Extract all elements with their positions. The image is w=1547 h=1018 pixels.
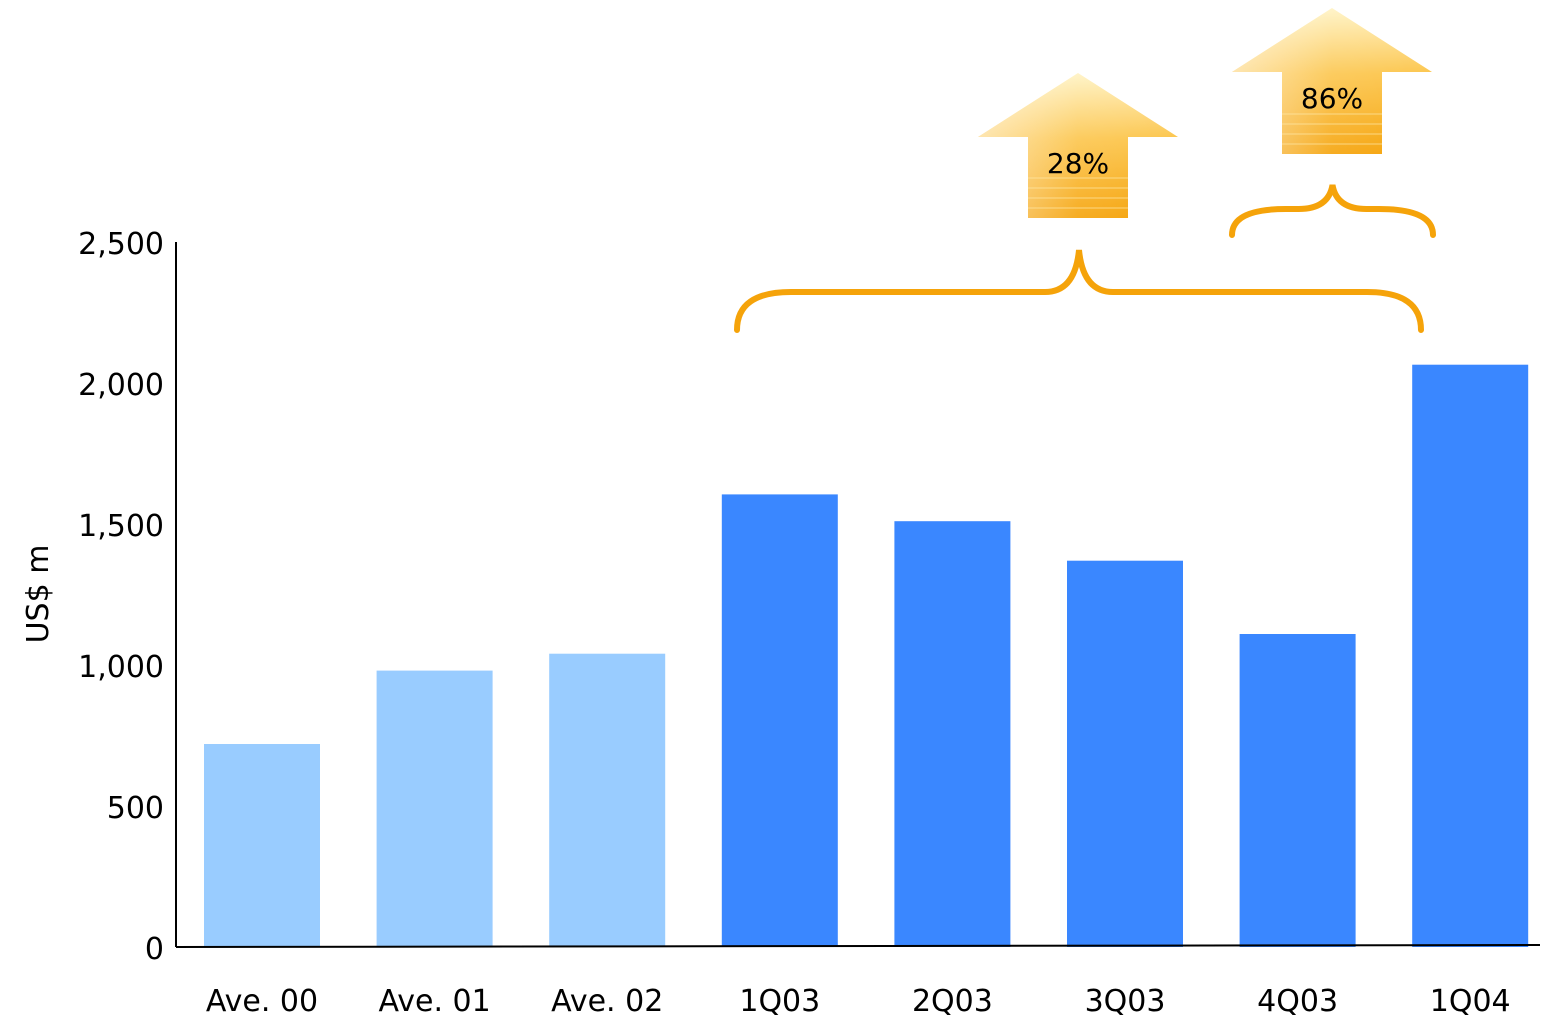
axes-layer: Ave. 00 Ave. 01 Ave. 02 1Q03 2Q03 3Q03 4Q03 1Q0… bbox=[78, 227, 1541, 1018]
x-tick-label: 4Q03 bbox=[1257, 984, 1338, 1018]
bar-ave-00 bbox=[204, 744, 320, 947]
x-tick-label: 1Q03 bbox=[739, 984, 820, 1018]
bar-1q04 bbox=[1412, 364, 1529, 947]
x-tick-label: 2Q03 bbox=[912, 984, 993, 1018]
y-tick-label: 2,000 bbox=[78, 368, 164, 403]
bar-3q03 bbox=[1067, 560, 1183, 947]
annotations-layer: 28% 86% bbox=[734, 8, 1436, 333]
y-tick-label: 0 bbox=[145, 932, 164, 967]
bars-layer bbox=[204, 364, 1529, 947]
y-tick-label: 500 bbox=[107, 791, 164, 826]
bar-ave-02 bbox=[549, 653, 666, 947]
growth-label: 86% bbox=[1301, 82, 1363, 115]
growth-annotation: 28% bbox=[734, 73, 1424, 333]
bar-1q03 bbox=[721, 494, 838, 947]
x-tick-label: Ave. 02 bbox=[551, 984, 663, 1018]
brace bbox=[734, 249, 1424, 333]
y-axis-title: US$ m bbox=[21, 545, 56, 644]
x-tick-label: Ave. 01 bbox=[378, 984, 490, 1018]
x-axis-line bbox=[175, 944, 1541, 948]
up-arrow-sheen bbox=[978, 73, 1178, 218]
bar-ave-01 bbox=[376, 670, 493, 947]
x-tick-label: Ave. 00 bbox=[206, 984, 318, 1018]
brace bbox=[1229, 184, 1436, 238]
growth-label: 28% bbox=[1047, 147, 1109, 180]
x-tick-label: 3Q03 bbox=[1085, 984, 1166, 1018]
x-tick-label: 1Q04 bbox=[1430, 984, 1511, 1018]
y-tick-label: 1,500 bbox=[78, 509, 164, 544]
bar-2q03 bbox=[894, 521, 1011, 947]
growth-annotation: 86% bbox=[1229, 8, 1436, 238]
y-tick-label: 2,500 bbox=[78, 227, 164, 262]
y-tick-label: 1,000 bbox=[78, 650, 164, 685]
up-arrow-sheen bbox=[1232, 8, 1432, 154]
bar-4q03 bbox=[1239, 634, 1356, 947]
